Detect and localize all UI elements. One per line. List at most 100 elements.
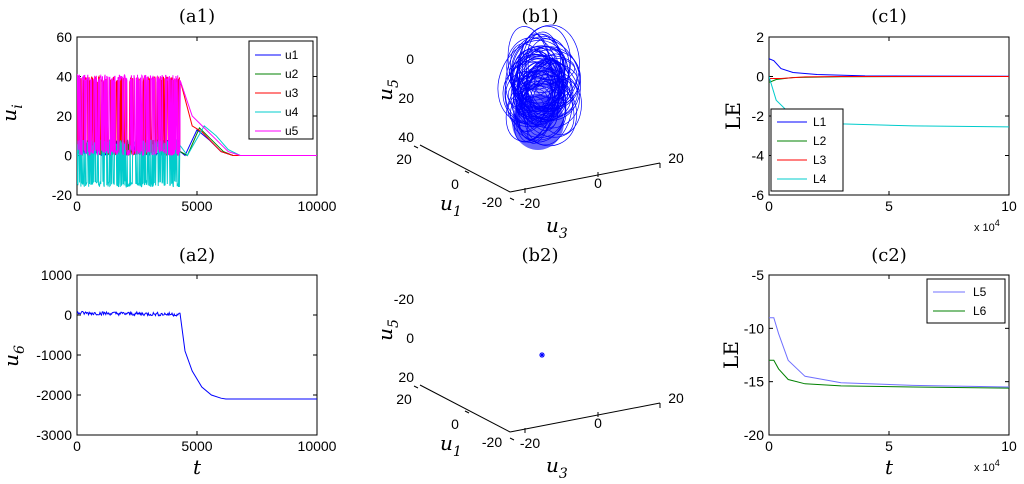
axis-multiplier-base: x 10 <box>974 462 995 474</box>
y-tick-label: -6 <box>752 187 765 203</box>
u3-label-main: u <box>546 453 559 477</box>
legend-label: L5 <box>973 285 987 299</box>
u1-tick-label: -20 <box>482 434 502 450</box>
y-tick-label: -4 <box>752 148 765 164</box>
u3-tick-label: 20 <box>668 150 684 166</box>
z-axis-label: u5 <box>373 319 402 341</box>
y-tick-label: -5 <box>752 267 765 283</box>
u1-label-main: u <box>440 191 453 215</box>
z-tick-label: 20 <box>398 369 414 385</box>
axes-frame <box>768 36 1010 196</box>
y-axis-label: ui <box>0 104 26 121</box>
z-axis-label-sub: 5 <box>386 319 402 328</box>
axis-u3 <box>509 162 661 193</box>
x-tick-label: 10 <box>1001 198 1017 214</box>
z-tick-label: 0 <box>406 51 414 67</box>
series-line-L3 <box>769 76 1009 79</box>
axis-u1 <box>419 144 511 193</box>
axis-multiplier: x 104 <box>974 458 1000 474</box>
legend-label: u5 <box>285 124 299 138</box>
u1-tick-label: 20 <box>396 151 412 167</box>
x-tick-label: 5000 <box>181 198 212 214</box>
x-tick-label: 10000 <box>298 438 337 454</box>
u3-tick-label: -20 <box>520 195 540 211</box>
panel-title: (c2) <box>871 245 907 266</box>
axis-multiplier-exp: 4 <box>995 458 1000 468</box>
axis-multiplier: x 104 <box>974 218 1000 234</box>
panel-title: (b1) <box>521 6 558 27</box>
u3-tick-label: 0 <box>594 175 602 191</box>
y-tick-label: 40 <box>56 69 72 85</box>
y-tick-label: 1000 <box>41 267 72 283</box>
legend-box <box>248 40 314 140</box>
u1-axis-label: u1 <box>440 191 462 220</box>
u3-label-main: u <box>546 213 559 237</box>
z-axis-label: u5 <box>373 79 402 101</box>
legend-label: u2 <box>285 67 299 81</box>
u1-tick-label: 20 <box>396 391 412 407</box>
attractor <box>497 24 582 150</box>
u3-label-sub: 3 <box>559 466 568 482</box>
y-tick-label: -1000 <box>36 347 72 363</box>
axes-frame <box>76 274 318 436</box>
u1-tick-mark <box>509 437 515 441</box>
z-tick-label: 20 <box>398 90 414 106</box>
x-tick-label: 0 <box>73 198 81 214</box>
y-tick-label: 20 <box>56 108 72 124</box>
axis-multiplier-base: x 10 <box>974 222 995 234</box>
y-axis-label: u6 <box>0 345 28 367</box>
z-tick-label: 0 <box>406 330 414 346</box>
y-axis-label-main: u <box>0 354 23 367</box>
u3-axis-label: u3 <box>546 213 568 242</box>
panel-a2: (a2) 0 5000 10000 -3000 -2000 -1000 0 1000 u6 t <box>0 245 337 479</box>
z-axis-label-main: u <box>373 88 397 101</box>
y-tick-label: -15 <box>744 374 764 390</box>
y-tick-label: 2 <box>756 29 764 45</box>
series-line-L6 <box>769 359 1009 389</box>
legend-box <box>926 278 1006 324</box>
axes-frame <box>768 274 1010 436</box>
u1-tick-mark <box>509 197 515 201</box>
x-axis-label: t <box>885 455 894 479</box>
u3-tick-label: -20 <box>520 435 540 451</box>
legend-label: L4 <box>813 172 827 186</box>
panel-title: (b2) <box>521 245 558 266</box>
x-tick-label: 0 <box>765 438 773 454</box>
panel-c1: (c1) 0 5 10 -6 -4 -2 0 2 L1 L2 L3 L4 LE x 104 <box>721 6 1017 234</box>
u3-tick-label: 20 <box>668 390 684 406</box>
series-line-L1 <box>769 58 1009 77</box>
x-tick-label: 5000 <box>181 438 212 454</box>
panel-title: (c1) <box>871 6 907 27</box>
y-tick-label: -20 <box>52 187 72 203</box>
z-tick-label: 40 <box>398 129 414 145</box>
u3-tick-label: 0 <box>594 415 602 431</box>
y-axis-label: LE <box>719 341 743 369</box>
y-tick-label: -3000 <box>36 427 72 443</box>
u1-tick-mark <box>464 410 470 414</box>
axis-u3 <box>509 402 661 433</box>
legend-box <box>770 108 844 192</box>
legend-label: L1 <box>813 115 827 129</box>
panel-title: (a1) <box>179 6 215 27</box>
x-tick-label: 5 <box>885 438 893 454</box>
u1-tick-mark <box>413 385 419 389</box>
u1-label-sub: 1 <box>453 444 462 460</box>
u1-tick-mark <box>464 170 470 174</box>
x-tick-label: 10 <box>1001 438 1017 454</box>
y-tick-label: 0 <box>64 307 72 323</box>
legend-label: L6 <box>973 304 987 318</box>
legend: u1 u2 u3 u4 u5 <box>248 40 314 140</box>
y-tick-label: -2 <box>752 108 765 124</box>
panel-title: (a2) <box>179 245 215 266</box>
series-line-L5 <box>769 317 1009 388</box>
y-axis-label: LE <box>721 102 745 130</box>
x-tick-label: 0 <box>73 438 81 454</box>
u1-tick-label: -20 <box>482 194 502 210</box>
u3-axis-label: u3 <box>546 453 568 482</box>
legend: L1 L2 L3 L4 <box>770 108 844 192</box>
